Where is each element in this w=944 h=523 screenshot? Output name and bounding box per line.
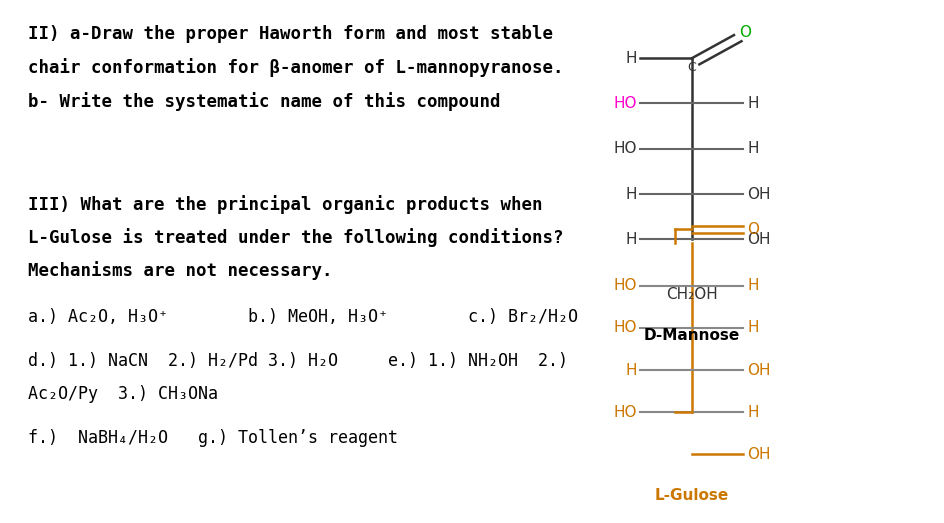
Text: Mechanisms are not necessary.: Mechanisms are not necessary. [27,262,332,280]
Text: H: H [747,321,759,335]
Text: O: O [747,222,759,236]
Text: HO: HO [614,405,636,420]
Text: L-Gulose is treated under the following conditions?: L-Gulose is treated under the following … [27,228,563,247]
Text: D-Mannose: D-Mannose [644,328,740,344]
Text: chair conformation for β-anomer of L-mannopyranose.: chair conformation for β-anomer of L-man… [27,58,563,77]
Text: HO: HO [614,141,636,156]
Text: II) a-Draw the proper Haworth form and most stable: II) a-Draw the proper Haworth form and m… [27,25,552,43]
Text: C: C [687,61,697,74]
Text: H: H [625,362,636,378]
Text: H: H [747,405,759,420]
Text: f.)  NaBH₄/H₂O   g.) Tollen’s reagent: f.) NaBH₄/H₂O g.) Tollen’s reagent [27,429,397,447]
Text: Ac₂O/Py  3.) CH₃ONa: Ac₂O/Py 3.) CH₃ONa [27,385,217,403]
Text: H: H [747,141,759,156]
Text: H: H [747,96,759,111]
Text: d.) 1.) NaCN  2.) H₂/Pd 3.) H₂O     e.) 1.) NH₂OH  2.): d.) 1.) NaCN 2.) H₂/Pd 3.) H₂O e.) 1.) N… [27,351,567,370]
Text: HO: HO [614,96,636,111]
Text: a.) Ac₂O, H₃O⁺        b.) MeOH, H₃O⁺        c.) Br₂/H₂O: a.) Ac₂O, H₃O⁺ b.) MeOH, H₃O⁺ c.) Br₂/H₂… [27,308,578,326]
Text: HO: HO [614,278,636,293]
Text: H: H [625,51,636,66]
Text: CH₂OH: CH₂OH [666,287,717,302]
Text: OH: OH [747,447,770,462]
Text: OH: OH [747,232,770,247]
Text: OH: OH [747,362,770,378]
Text: H: H [625,232,636,247]
Text: HO: HO [614,321,636,335]
Text: OH: OH [747,187,770,201]
Text: H: H [625,187,636,201]
Text: O: O [739,25,751,40]
Text: b- Write the systematic name of this compound: b- Write the systematic name of this com… [27,92,500,111]
Text: L-Gulose: L-Gulose [655,488,729,503]
Text: III) What are the principal organic products when: III) What are the principal organic prod… [27,195,542,213]
Text: H: H [747,278,759,293]
